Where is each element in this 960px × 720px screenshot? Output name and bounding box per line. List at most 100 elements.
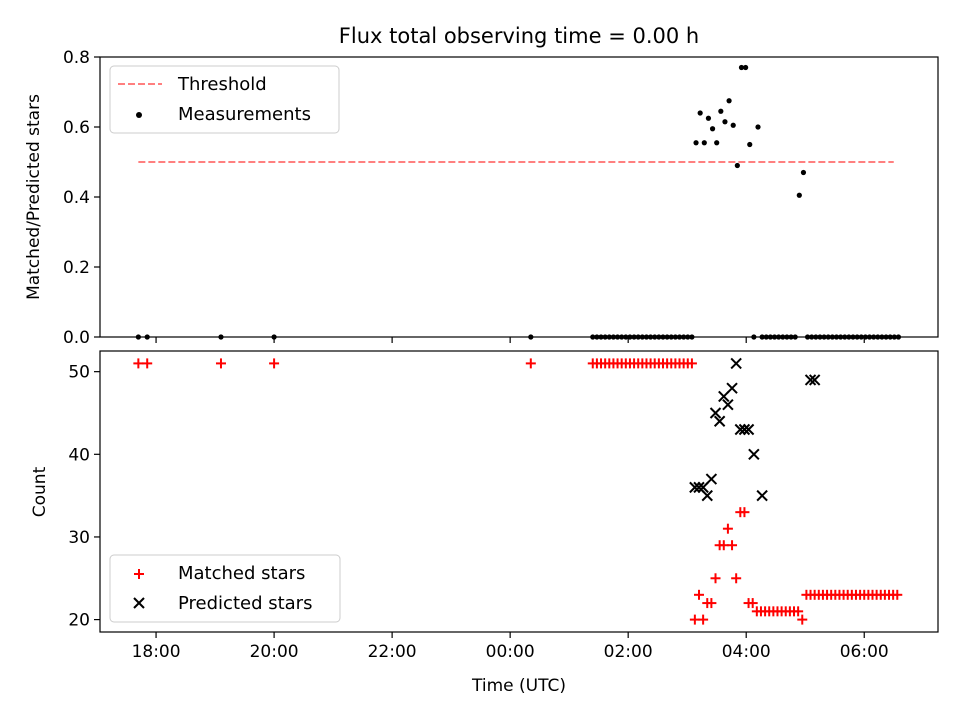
top-legend: Threshold Measurements [109, 65, 340, 134]
measurement-point [879, 334, 885, 340]
y-tick-label: 0.2 [63, 258, 90, 278]
x-tick-label: 22:00 [368, 642, 417, 662]
y-tick-label: 40 [68, 445, 90, 465]
bottom-series [133, 357, 903, 625]
chart-title: Flux total observing time = 0.00 h [339, 24, 699, 48]
x-tick-label: 06:00 [840, 642, 889, 662]
measurement-point [623, 334, 629, 340]
top-y-axis: 0.0 0.2 0.4 0.6 0.8 [63, 48, 100, 348]
measurement-point [784, 334, 790, 340]
measurement-point [771, 334, 778, 340]
measurement-point [705, 115, 712, 121]
matched-star-point [133, 358, 144, 369]
measurement-point [829, 334, 835, 340]
y-tick-label: 0.4 [63, 188, 90, 208]
predicted-star-point [742, 423, 755, 436]
predicted-star-point [701, 489, 713, 502]
measurement-point [838, 334, 844, 340]
bottom-legend: Matched stars Predicted stars [109, 554, 341, 623]
predicted-star-point [726, 382, 738, 394]
predicted-star-point [804, 374, 817, 386]
measurement-point [825, 334, 831, 340]
measurement-point [652, 334, 658, 340]
matched-star-point [215, 358, 226, 369]
measurement-point [635, 334, 641, 340]
legend-measurements-label: Measurements [178, 104, 311, 125]
x-tick-label: 02:00 [604, 642, 653, 662]
measurement-point [602, 334, 608, 340]
measurement-point [730, 122, 736, 128]
y-tick-label: 30 [68, 528, 90, 548]
y-tick-label: 0.0 [63, 328, 90, 348]
predicted-star-point [748, 448, 760, 461]
measurement-point [858, 334, 864, 340]
measurement-point [218, 334, 224, 340]
measurement-point [619, 334, 625, 340]
measurement-point [144, 334, 150, 340]
measurement-point [759, 334, 765, 340]
measurement-point [800, 169, 807, 176]
matched-star-point [686, 358, 697, 369]
predicted-star-point [689, 481, 701, 494]
matched-star-point [142, 358, 153, 369]
measurement-point [796, 192, 802, 198]
measurement-point [747, 141, 753, 148]
y-tick-label: 20 [68, 611, 90, 631]
measurement-point [664, 334, 670, 340]
measurement-point [738, 64, 745, 71]
measurement-point [685, 334, 691, 340]
measurement-point [817, 334, 823, 340]
measurement-point [743, 64, 749, 71]
matched-star-point [710, 573, 721, 584]
measurement-point [614, 334, 621, 340]
x-axis-label: Time (UTC) [471, 676, 566, 696]
matched-star-point [731, 573, 742, 584]
measurement-point [598, 334, 604, 340]
measurement-point [821, 334, 827, 340]
measurement-point [846, 334, 852, 340]
measurement-point [681, 334, 687, 340]
measurement-point [271, 334, 277, 340]
measurement-point [734, 162, 740, 169]
matched-star-point [722, 523, 733, 534]
measurement-point [722, 119, 728, 125]
matched-star-point [793, 606, 804, 617]
measurement-point [590, 334, 596, 340]
measurement-point [804, 334, 811, 340]
measurement-point [763, 334, 769, 340]
measurement-point [689, 334, 695, 340]
measurement-point [866, 334, 873, 340]
x-tick-label: 18:00 [132, 642, 181, 662]
measurement-point [850, 334, 856, 340]
matched-star-point [525, 358, 536, 369]
measurement-point [813, 334, 819, 340]
predicted-star-point [738, 423, 751, 436]
measurement-point [594, 334, 600, 340]
matched-star-point [727, 540, 738, 551]
measurement-point [648, 334, 654, 340]
measurement-point [709, 126, 716, 132]
measurement-point [755, 124, 761, 130]
measurement-point [875, 334, 881, 340]
measurement-point [676, 334, 683, 340]
predicted-star-point [730, 357, 742, 370]
legend-measurements-swatch [136, 112, 142, 118]
measurement-point [862, 334, 869, 340]
predicted-star-point [808, 374, 821, 386]
measurement-point [643, 334, 650, 340]
measurement-point [792, 334, 798, 340]
measurement-point [528, 334, 534, 340]
bottom-plot-frame [99, 350, 939, 633]
legend-matched-swatch [134, 569, 144, 579]
legend-predicted-swatch [133, 597, 145, 609]
measurement-point [697, 110, 703, 116]
measurement-point [726, 98, 732, 104]
bottom-x-axis: 18:00 20:00 22:00 00:00 02:00 04:00 06:00 [132, 632, 889, 662]
predicted-star-point [705, 473, 718, 485]
matched-star-point [698, 614, 709, 625]
predicted-star-point [709, 407, 722, 419]
measurement-point [610, 334, 617, 340]
legend-matched-label: Matched stars [178, 563, 305, 584]
measurement-point [751, 334, 757, 340]
